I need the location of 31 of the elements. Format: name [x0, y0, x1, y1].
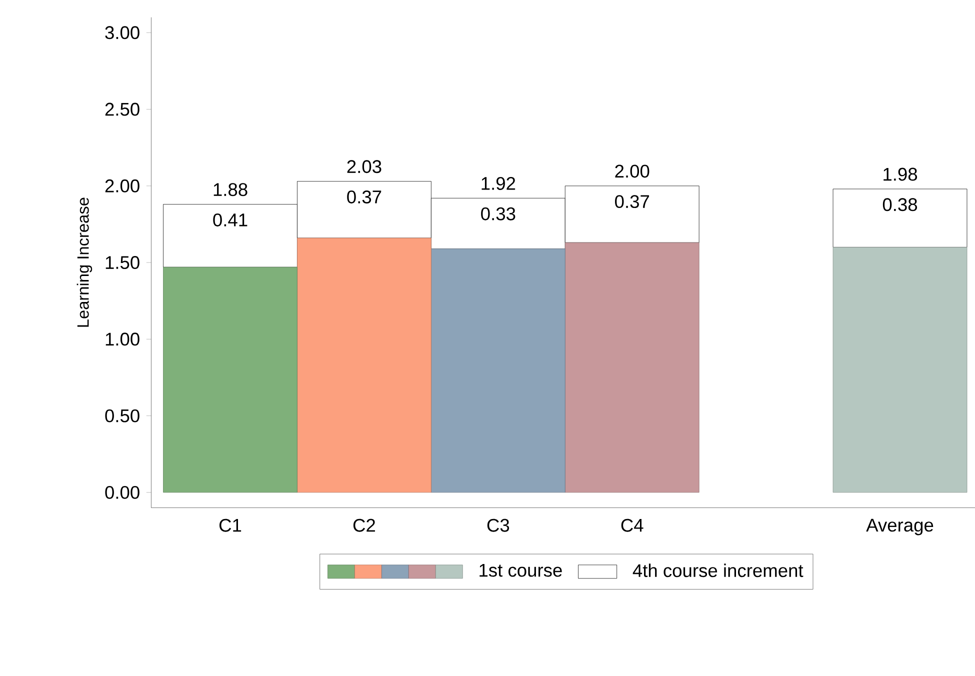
- y-tick-label: 2.00: [105, 179, 140, 192]
- data-label: 0.38: [882, 198, 918, 211]
- x-tick-label: Average: [866, 518, 934, 536]
- total-label: 2.00: [615, 164, 650, 178]
- y-tick-label: 1.50: [106, 256, 140, 269]
- data-label: 0.41: [213, 213, 248, 226]
- x-tick-label: C4: [621, 518, 644, 532]
- bar: [832, 188, 968, 248]
- data-label: 0.37: [347, 190, 382, 204]
- bar: [297, 238, 432, 492]
- x-tick-label: C3: [487, 518, 510, 532]
- x-tick-label: C2: [353, 518, 375, 532]
- bar: [564, 242, 700, 492]
- x-tick-label: C1: [219, 518, 242, 532]
- y-tick-label: 0.50: [105, 409, 140, 422]
- y-tick-label: 3.00: [105, 26, 140, 39]
- total-label: 1.98: [884, 168, 918, 181]
- bar: [163, 266, 298, 492]
- legend-label: 4th course increment: [632, 563, 804, 577]
- y-tick-label: 1.00: [106, 332, 140, 346]
- total-label: 1.92: [482, 176, 516, 190]
- y-tick-label: 2.50: [105, 102, 140, 116]
- y-axis-title: Learning Increase: [76, 198, 92, 327]
- bar: [430, 248, 566, 492]
- total-label: 1.88: [214, 182, 248, 196]
- total-label: 2.03: [347, 160, 382, 173]
- data-label: 0.33: [481, 207, 516, 220]
- y-tick-label: 0.00: [105, 486, 140, 499]
- legend-label: 1st course: [480, 564, 562, 577]
- data-label: 0.37: [615, 194, 649, 208]
- bar: [832, 246, 968, 492]
